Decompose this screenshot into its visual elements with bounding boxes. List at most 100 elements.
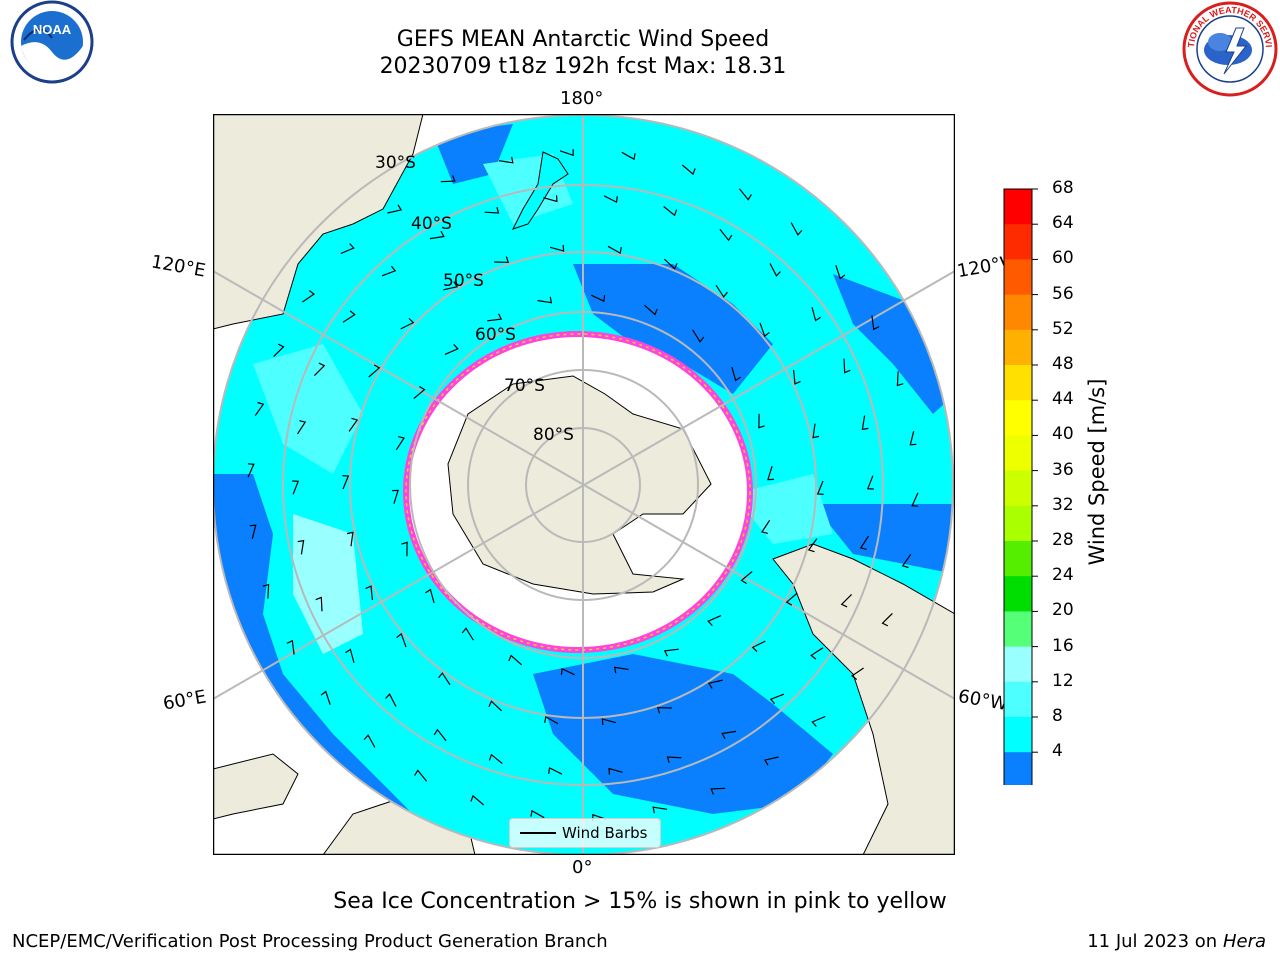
colorbar-segment	[1004, 752, 1032, 785]
wind-barb	[292, 480, 300, 495]
colorbar-tick-label: 24	[1052, 565, 1074, 586]
wind-barb	[601, 718, 617, 726]
wind-barb	[811, 715, 826, 727]
wind-barb	[911, 492, 919, 507]
wind-barb	[560, 667, 575, 676]
wind-barb	[461, 627, 474, 641]
wind-barb	[296, 420, 307, 435]
wind-barb	[413, 385, 426, 400]
wind-barb	[320, 690, 331, 705]
colorbar-segment	[1004, 611, 1032, 648]
footer-branch: NCEP/EMC/Verification Post Processing Pr…	[12, 931, 608, 952]
colorbar-tick-label: 48	[1052, 354, 1074, 374]
wind-barb	[810, 647, 824, 660]
wind-barb	[342, 475, 350, 490]
colorbar-tick-label: 16	[1052, 635, 1074, 656]
wind-barb	[470, 794, 485, 806]
colorbar-segment	[1004, 259, 1032, 296]
wind-barb	[381, 265, 397, 277]
wind-barb	[785, 592, 798, 606]
colorbar-tick-label: 36	[1052, 459, 1074, 480]
wind-barb	[537, 296, 553, 304]
colorbar-segment	[1004, 294, 1032, 331]
colorbar-segment	[1004, 329, 1032, 366]
wind-barb	[835, 265, 846, 280]
wind-barb	[751, 640, 766, 653]
wind-barb	[488, 700, 503, 712]
wind-barb	[707, 679, 723, 689]
wind-barb	[721, 730, 737, 740]
wind-barb	[807, 538, 818, 553]
wind-barb	[494, 256, 510, 263]
footer-date-text: 11 Jul 2023 on	[1087, 931, 1223, 952]
wind-barb	[738, 188, 752, 201]
legend-label: Wind Barbs	[562, 824, 648, 842]
wind-barb	[315, 596, 323, 612]
footer-date: 11 Jul 2023 on Hera	[1087, 931, 1266, 952]
lat-label-60s: 60°S	[475, 325, 516, 345]
wind-barb	[692, 329, 705, 343]
land-africa	[213, 753, 299, 820]
colorbar-segment	[1004, 189, 1032, 225]
wind-barb	[621, 151, 636, 161]
svg-text:NOAA: NOAA	[33, 22, 72, 37]
colorbar-tick-label: 32	[1052, 494, 1074, 515]
wind-barb	[340, 243, 355, 255]
colorbar-label: Wind Speed [m/s]	[1085, 378, 1109, 566]
wind-barb	[302, 290, 316, 303]
wind-barb	[861, 415, 869, 431]
wind-barb	[866, 475, 874, 490]
colorbar	[1003, 188, 1038, 785]
wind-barb	[710, 787, 726, 795]
wind-barb	[613, 666, 629, 674]
wind-barb	[790, 222, 803, 236]
wind-barb	[498, 156, 514, 164]
wind-barbs-legend: Wind Barbs	[509, 818, 661, 848]
wind-barb	[816, 480, 824, 495]
wind-barb	[656, 707, 672, 714]
wind-barb	[901, 553, 912, 569]
wind-barb	[414, 769, 428, 782]
colorbar-tick-label: 64	[1052, 213, 1074, 234]
wind-barb	[859, 535, 870, 550]
wind-barb	[395, 436, 405, 451]
wind-barb	[348, 417, 359, 432]
wind-barb	[363, 734, 376, 748]
colorbar-segment	[1004, 400, 1032, 436]
wind-barb	[365, 585, 373, 601]
wind-barb	[909, 431, 917, 446]
wind-barb	[484, 207, 500, 214]
wind-barb	[342, 310, 356, 323]
wind-barb	[591, 294, 606, 303]
lat-label-70s: 70°S	[504, 376, 545, 396]
wind-barb	[345, 648, 355, 664]
wind-barb	[769, 693, 785, 705]
lon-label-0: 0°	[572, 857, 593, 878]
wind-barb	[652, 806, 668, 814]
colorbar-segment	[1004, 717, 1032, 753]
wind-barb	[731, 366, 741, 382]
wind-barb	[387, 204, 403, 214]
wind-barb	[793, 369, 801, 385]
wind-barb	[840, 593, 853, 608]
wind-barb	[681, 164, 696, 176]
wind-barb	[644, 304, 658, 316]
wind-barb	[530, 809, 545, 819]
lat-label-50s: 50°S	[443, 271, 484, 291]
lon-label-120e: 120°E	[149, 251, 208, 282]
colorbar-segment	[1004, 365, 1032, 401]
colorbar-tick-label: 60	[1052, 248, 1074, 269]
colorbar-segment	[1004, 505, 1032, 542]
colorbar-tick-label: 12	[1052, 670, 1074, 691]
wind-barb	[812, 423, 820, 439]
wind-barb	[297, 539, 305, 555]
wind-barb	[811, 306, 821, 322]
wind-barb	[438, 672, 451, 686]
wind-barb	[843, 358, 851, 374]
wind-barb	[850, 667, 864, 680]
wind-barb	[273, 343, 285, 358]
colorbar-tick-label: 68	[1052, 178, 1074, 198]
wind-barb	[666, 756, 682, 763]
noaa-logo: NOAA	[10, 0, 94, 84]
wind-barb	[346, 531, 354, 547]
